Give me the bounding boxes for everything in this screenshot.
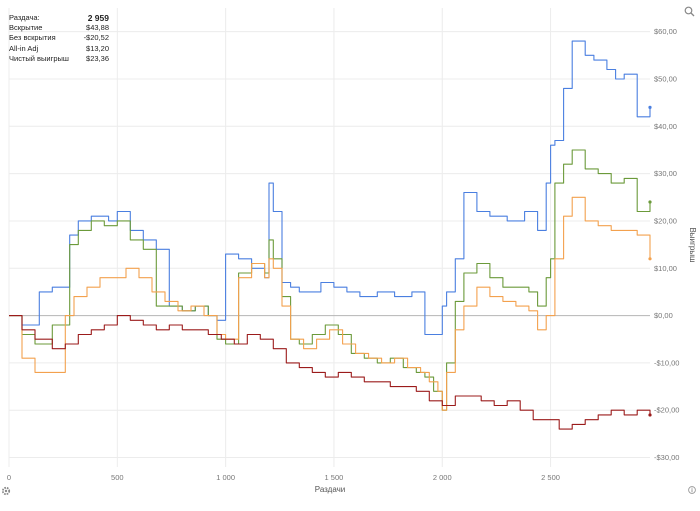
series-end-point <box>648 413 652 417</box>
y-tick-label: $10,00 <box>654 264 677 273</box>
y-tick-label: $40,00 <box>654 122 677 131</box>
stat-value: -$20,52 <box>83 33 109 43</box>
series-end-point <box>648 200 652 204</box>
stat-value: $43,88 <box>86 23 109 33</box>
series-lines <box>9 40 652 430</box>
x-tick-label: 0 <box>7 473 11 482</box>
y-axis: -$30,00 -$20,00 -$10,00 $0,00 $10,00 $20,00 $3… <box>654 27 679 462</box>
y-axis-label: Выигрыш <box>688 227 697 262</box>
stat-value: $23,36 <box>86 53 109 63</box>
stats-panel: Раздача: 2 959 Вскрытие $43,88 Без вскры… <box>9 13 109 64</box>
stat-row-showdown: Вскрытие $43,88 <box>9 23 109 33</box>
series-line-all-in-adj <box>9 196 651 411</box>
stat-value: $13,20 <box>86 43 109 53</box>
stat-label: Вскрытие <box>9 23 43 33</box>
stat-value: 2 959 <box>87 13 109 23</box>
series-line-чистый-выигрыш <box>9 149 651 411</box>
x-tick-label: 2 500 <box>541 473 560 482</box>
stat-row-allin-adj: All-in Adj $13,20 <box>9 44 109 54</box>
y-tick-label: $30,00 <box>654 169 677 178</box>
x-tick-label: 2 000 <box>433 473 452 482</box>
x-axis-label: Раздачи <box>315 485 346 494</box>
series-line-без-вскрытия <box>9 315 651 430</box>
series-line-вскрытие <box>9 40 651 336</box>
x-tick-label: 500 <box>111 473 124 482</box>
x-tick-label: 1 500 <box>325 473 344 482</box>
stat-label: Чистый выигрыш <box>9 53 69 63</box>
series-end-point <box>648 105 652 109</box>
stat-label: Раздача: <box>9 13 40 22</box>
x-axis: 0 500 1 000 1 500 2 000 2 500 <box>7 473 560 482</box>
stat-row-hands: Раздача: 2 959 <box>9 13 109 23</box>
gear-icon[interactable] <box>1 483 11 501</box>
y-tick-label: -$10,00 <box>654 358 679 367</box>
y-tick-label: -$20,00 <box>654 406 679 415</box>
info-icon[interactable] <box>688 481 696 499</box>
y-tick-label: $20,00 <box>654 216 677 225</box>
x-tick-label: 1 000 <box>216 473 235 482</box>
stat-row-net-won: Чистый выигрыш $23,36 <box>9 54 109 64</box>
y-tick-label: $0,00 <box>654 311 673 320</box>
y-tick-label: $60,00 <box>654 27 677 36</box>
stat-row-non-showdown: Без вскрытия -$20,52 <box>9 33 109 43</box>
y-tick-label: $50,00 <box>654 74 677 83</box>
y-tick-label: -$30,00 <box>654 453 679 462</box>
stat-label: Без вскрытия <box>9 33 56 43</box>
series-end-point <box>648 257 652 261</box>
grid <box>8 8 650 467</box>
stat-label: All-in Adj <box>9 43 39 53</box>
search-icon[interactable] <box>684 4 695 22</box>
